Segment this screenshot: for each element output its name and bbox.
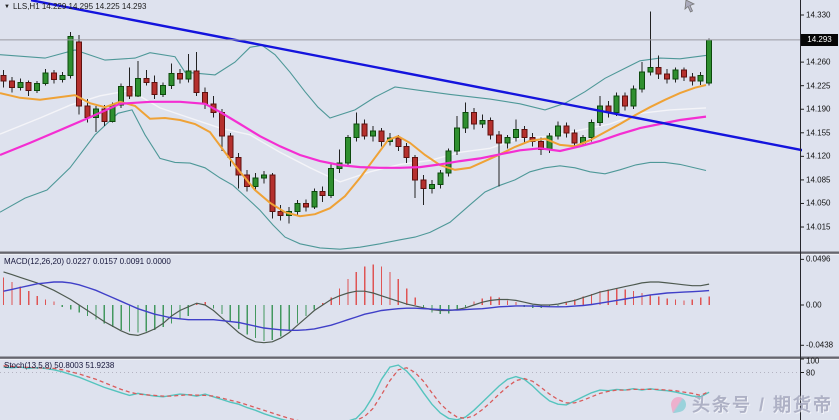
macd-main-line [3, 271, 710, 344]
macd-axis-label: -0.0438 [806, 340, 834, 350]
current-price-tag: 14.293 [801, 33, 838, 46]
watermark-text: 头条号 / 期货帝 [691, 395, 833, 415]
stoch-axis-label: 80 [806, 368, 815, 377]
macd-indicator-label: MACD(12,26,20) 0.0227 0.0157 0.0091 0.00… [4, 257, 171, 266]
chart-symbol-header: ▼ LLS,H1 14.229 14.295 14.225 14.293 [4, 2, 146, 11]
price-axis-label: 14.225 [806, 81, 831, 91]
watermark: 头条号 / 期货帝 [669, 391, 833, 417]
price-axis-label: 14.330 [806, 10, 831, 20]
stoch-pane [0, 364, 800, 420]
price-axis-label: 14.120 [806, 151, 831, 161]
stoch-d-line [3, 365, 710, 420]
stoch-indicator-label: Stoch(13,5,8) 50.8003 51.9238 [4, 361, 115, 370]
macd-axis-label: 0.00 [806, 300, 822, 310]
stoch-axis-label: 100 [806, 356, 820, 366]
macd-signal-line [3, 281, 710, 331]
price-axis-label: 14.015 [806, 222, 831, 232]
macd-histogram [2, 264, 710, 341]
price-axis-label: 14.260 [806, 57, 831, 67]
main-price-pane [0, 0, 802, 250]
watermark-logo-icon [669, 395, 688, 413]
price-axis-label: 14.190 [806, 104, 831, 114]
price-axis-label: 14.085 [806, 175, 831, 185]
symbol-dropdown-icon[interactable]: ▼ [4, 4, 10, 10]
price-axis-label: 14.050 [806, 198, 831, 208]
stoch-k-line [3, 364, 710, 420]
symbol-ohlc-text: LLS,H1 14.229 14.295 14.225 14.293 [12, 2, 147, 11]
price-axis-label: 14.155 [806, 128, 831, 138]
descending-trendline [30, 0, 802, 152]
mouse-cursor-icon [684, 0, 695, 13]
macd-pane [2, 264, 710, 344]
macd-axis-label: 0.0496 [806, 254, 831, 264]
